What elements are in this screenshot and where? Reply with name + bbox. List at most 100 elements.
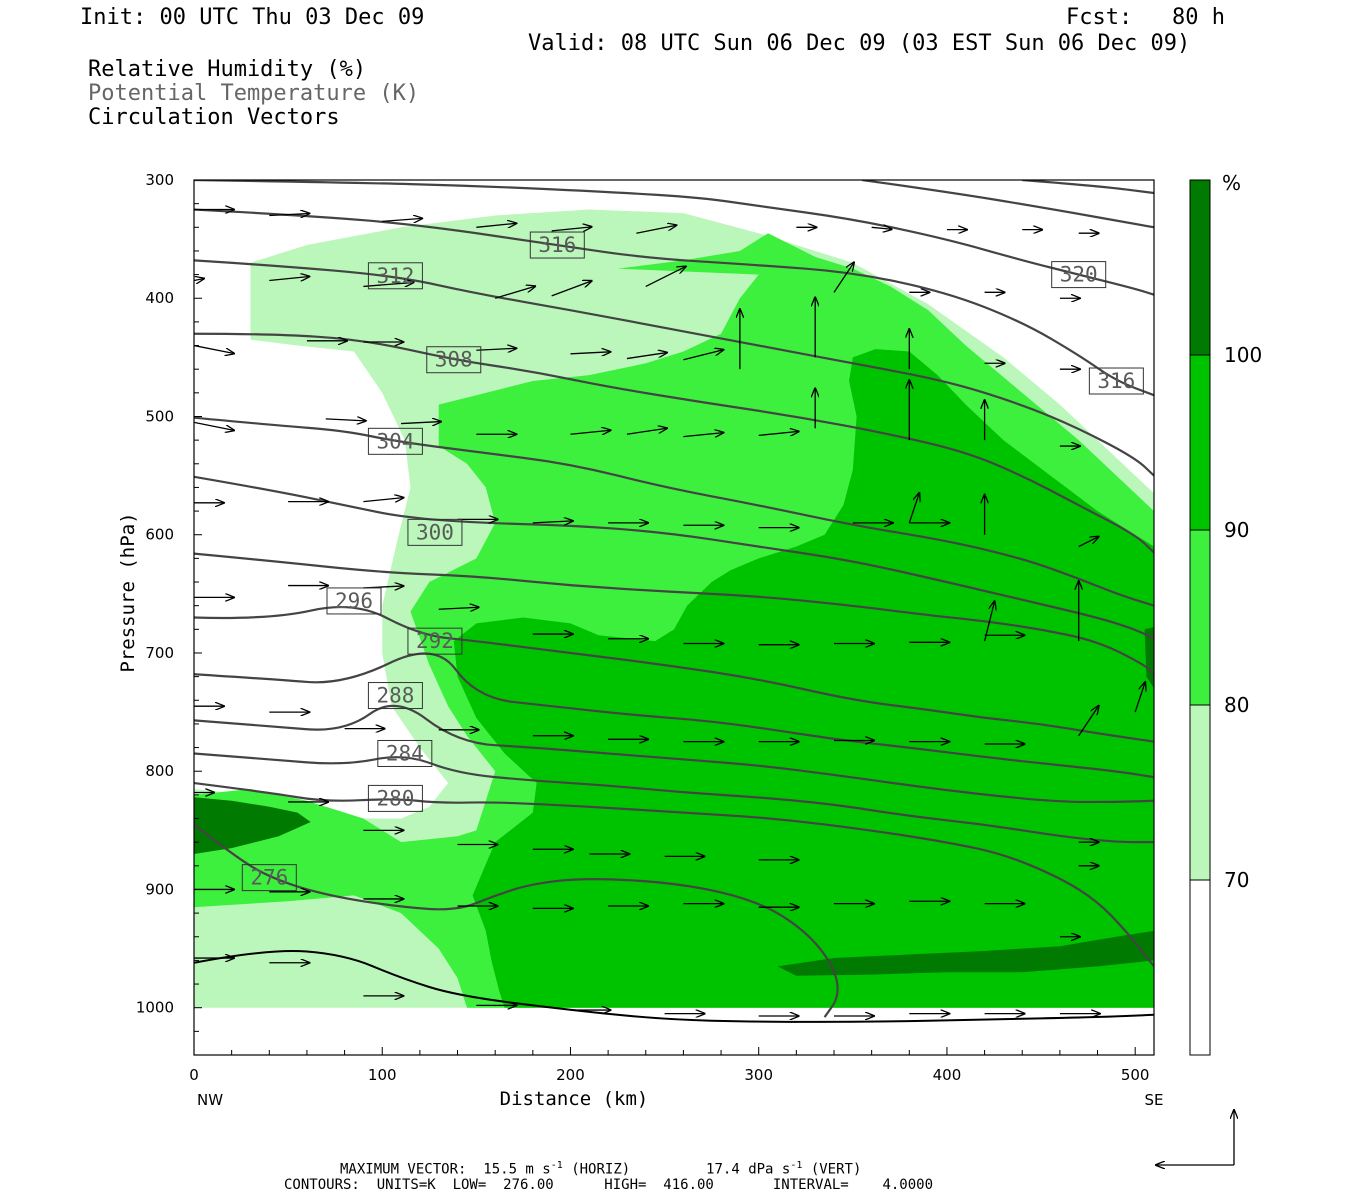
axes: 0 100 200 300 400 500 300 400 500 600 700 800 900 100… (117, 171, 1164, 1110)
theta-label-296-5: 296 (326, 587, 382, 615)
theta-contour-320-12 (194, 180, 1154, 296)
x-tick-label: 200 (556, 1066, 585, 1084)
vector-arrow (438, 607, 479, 609)
theta-label-text: 304 (376, 429, 414, 453)
colorbar-unit: % (1222, 171, 1241, 195)
vector-arrow (645, 266, 686, 288)
rh-region-100-3 (777, 930, 1154, 976)
vector-arrow (983, 601, 995, 642)
vector-arrow (570, 352, 610, 354)
circulation-vectors (194, 210, 1145, 1016)
vector-arrow (683, 433, 723, 437)
vector-arrow (194, 279, 204, 281)
theta-label-text: 292 (416, 629, 454, 653)
theta-label-box (377, 739, 433, 767)
colorbar-bin (1190, 180, 1210, 355)
theta-label-text: 280 (376, 786, 414, 810)
vector-arrow (194, 344, 234, 354)
y-tick-label: 500 (145, 407, 174, 425)
theta-label-box (326, 587, 382, 615)
colorbar-bin (1190, 530, 1210, 705)
theta-label-text: 316 (1097, 369, 1135, 393)
theta-contour-304-7 (194, 475, 1154, 640)
theta-contour-280-1 (194, 781, 1154, 968)
theta-labels: 276 280 284 288 292 296 300 304 308 312 316 316 320 (241, 231, 1144, 892)
forecast-hour: Fcst: 80 h (1066, 5, 1225, 30)
theta-label-280-1: 280 (367, 784, 423, 812)
y-tick-label: 300 (145, 171, 174, 189)
y-tick-label: 600 (145, 526, 174, 544)
theta-label-box (367, 784, 423, 812)
theta-label-308-8: 308 (426, 346, 482, 374)
vector-arrow (758, 431, 799, 435)
vector-arrow (194, 421, 234, 430)
theta-label-text: 276 (250, 866, 288, 890)
y-tick-label: 800 (145, 762, 174, 780)
vector-arrow (325, 419, 366, 421)
colorbar-bin (1190, 705, 1210, 880)
theta-label-box (529, 231, 585, 259)
x-tick-label: 300 (744, 1066, 773, 1084)
colorbar-tick-label: 100 (1224, 343, 1262, 367)
theta-contour-316-11 (194, 208, 1154, 397)
theta-label-box (241, 864, 297, 892)
vector-arrow (1134, 682, 1145, 713)
y-axis-label: Pressure (hPa) (117, 512, 139, 672)
theta-label-box (407, 627, 463, 655)
theta-contour-324-13 (862, 180, 1154, 229)
vector-arrow (626, 353, 667, 360)
se-end-label: SE (1145, 1091, 1164, 1109)
plot-frame (193, 179, 1155, 1056)
theta-contour-288-3 (194, 704, 1154, 804)
theta-label-text: 320 (1060, 263, 1098, 287)
x-tick-label: 0 (189, 1066, 199, 1084)
vector-arrow (871, 227, 892, 229)
x-tick-label: 500 (1121, 1066, 1150, 1084)
max-vector-note: MAXIMUM VECTOR: 15.5 m s-1 (HORIZ) 17.4 … (340, 1160, 862, 1178)
theta-label-box (1088, 367, 1144, 395)
theta-contour-300-6 (194, 552, 1154, 676)
vector-arrow (494, 286, 535, 299)
x-axis-label: Distance (km) (500, 1088, 649, 1110)
vector-arrow (626, 428, 667, 435)
vector-arrow (551, 281, 592, 297)
colorbar-tick-label: 80 (1224, 693, 1249, 717)
y-tick-label: 700 (145, 644, 174, 662)
y-tick-label: 400 (145, 289, 174, 307)
theta-label-text: 312 (376, 264, 414, 288)
theta-contour-284-2 (194, 752, 1154, 844)
theta-label-box (367, 262, 423, 290)
vector-arrow (269, 277, 309, 281)
theta-label-box (407, 518, 463, 546)
x-tick-label: 100 (368, 1066, 397, 1084)
colorbar: 70 80 90 100% (1189, 171, 1262, 1056)
y-tick-label: 1000 (136, 999, 174, 1017)
theta-label-box (367, 427, 423, 455)
vector-arrow (532, 521, 573, 523)
theta-label-276-0: 276 (241, 864, 297, 892)
theta-contour-328-14 (1022, 180, 1154, 195)
vector-arrow (476, 223, 516, 227)
legend-vectors: Circulation Vectors (88, 105, 340, 130)
legend-rh: Relative Humidity (%) (88, 57, 367, 82)
colorbar-frame (1189, 179, 1211, 1056)
vector-arrow (476, 348, 516, 350)
vector-arrow (908, 493, 919, 524)
theta-label-text: 300 (416, 520, 454, 544)
vector-arrow (269, 213, 309, 215)
theta-contours (194, 180, 1154, 1023)
theta-label-288-3: 288 (367, 682, 423, 710)
vector-arrow (636, 225, 676, 234)
vector-arrow (551, 227, 592, 231)
theta-label-316-11: 316 (1088, 367, 1144, 395)
theta-label-312-9: 312 (367, 262, 423, 290)
vector-arrow (570, 430, 610, 434)
vector-arrow (1078, 537, 1099, 548)
legend-theta: Potential Temperature (K) (88, 81, 420, 106)
theta-label-292-4: 292 (407, 627, 463, 655)
theta-label-304-7: 304 (367, 427, 423, 455)
theta-contour-312-9 (194, 332, 1154, 554)
theta-contour-292-4 (194, 652, 1154, 779)
theta-label-text: 296 (335, 589, 373, 613)
